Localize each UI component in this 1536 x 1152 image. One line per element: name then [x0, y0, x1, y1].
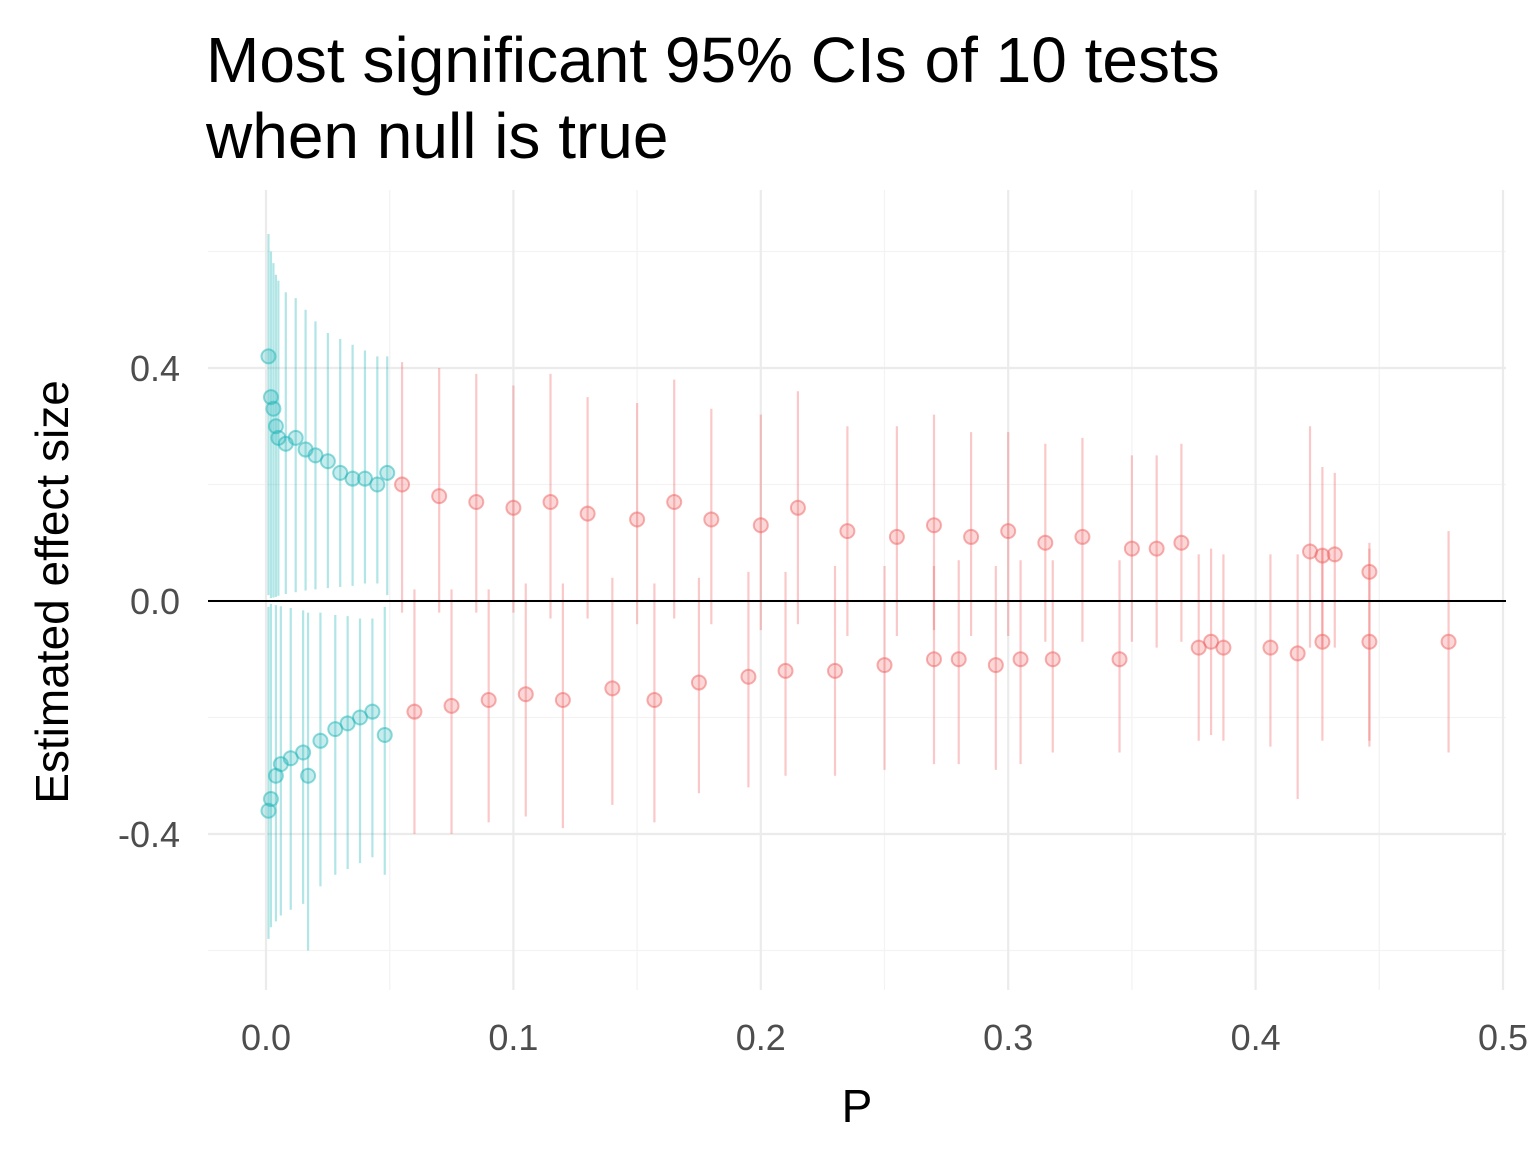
ci-bars — [267, 234, 1450, 951]
x-tick-label: 0.4 — [1231, 1017, 1281, 1058]
estimate-point — [1289, 645, 1306, 662]
chart-title-line-2: when null is true — [206, 100, 669, 172]
estimate-point — [517, 686, 534, 703]
estimate-point — [1314, 547, 1331, 564]
estimate-point — [554, 692, 571, 709]
estimate-points — [260, 348, 1457, 819]
y-tick-label: -0.4 — [118, 814, 180, 855]
estimate-point — [431, 488, 448, 505]
y-axis-title: Estimated effect size — [26, 380, 78, 804]
estimate-point — [319, 453, 336, 470]
estimate-point — [777, 662, 794, 679]
estimate-point — [406, 703, 423, 720]
estimate-point — [262, 389, 279, 406]
estimate-point — [839, 523, 856, 540]
estimate-point — [260, 348, 277, 365]
estimate-point — [690, 674, 707, 691]
estimate-point — [1012, 651, 1029, 668]
estimate-point — [295, 744, 312, 761]
x-axis-title: P — [842, 1080, 873, 1132]
estimate-point — [925, 651, 942, 668]
estimate-point — [888, 528, 905, 545]
x-tick-label: 0.1 — [488, 1017, 538, 1058]
estimate-point — [394, 476, 411, 493]
estimate-point — [963, 528, 980, 545]
chart-title-line-1: Most significant 95% CIs of 10 tests — [206, 24, 1220, 96]
estimate-point — [1326, 546, 1343, 563]
chart-title: Most significant 95% CIs of 10 tests whe… — [206, 22, 1220, 174]
x-tick-label: 0.3 — [983, 1017, 1033, 1058]
estimate-point — [379, 464, 396, 481]
x-tick-label: 0.2 — [736, 1017, 786, 1058]
estimate-point — [369, 476, 386, 493]
y-tick-label: 0.0 — [130, 581, 180, 622]
estimate-point — [364, 703, 381, 720]
estimate-point — [1111, 651, 1128, 668]
estimate-point — [1037, 534, 1054, 551]
estimate-point — [703, 511, 720, 528]
x-tick-labels: 0.0 0.1 0.2 0.3 0.4 0.5 — [241, 1017, 1528, 1058]
estimate-point — [666, 493, 683, 510]
y-tick-labels: 0.4 0.0 -0.4 — [118, 348, 180, 855]
estimate-point — [312, 732, 329, 749]
estimate-point — [480, 692, 497, 709]
estimate-point — [260, 802, 277, 819]
estimate-point — [1148, 540, 1165, 557]
x-tick-label: 0.0 — [241, 1017, 291, 1058]
estimate-point — [542, 493, 559, 510]
estimate-point — [344, 470, 361, 487]
estimate-point — [646, 692, 663, 709]
estimate-point — [876, 657, 893, 674]
estimate-point — [267, 418, 284, 435]
estimate-point — [1215, 639, 1232, 656]
estimate-point — [740, 668, 757, 685]
estimate-point — [1000, 523, 1017, 540]
estimate-point — [1440, 633, 1457, 650]
estimate-point — [443, 697, 460, 714]
estimate-point — [987, 657, 1004, 674]
estimate-point — [262, 791, 279, 808]
estimate-point — [752, 517, 769, 534]
estimate-point — [950, 651, 967, 668]
estimate-point — [1314, 633, 1331, 650]
y-tick-label: 0.4 — [130, 348, 180, 389]
estimate-point — [629, 511, 646, 528]
estimate-point — [1074, 528, 1091, 545]
estimate-point — [604, 680, 621, 697]
estimate-point — [287, 429, 304, 446]
estimate-point — [1173, 534, 1190, 551]
estimate-point — [300, 767, 317, 784]
estimate-point — [925, 517, 942, 534]
estimate-point — [1361, 633, 1378, 650]
estimate-point — [1262, 639, 1279, 656]
estimate-point — [1361, 563, 1378, 580]
estimate-point — [468, 493, 485, 510]
estimate-point — [265, 400, 282, 417]
estimate-point — [505, 499, 522, 516]
estimate-point — [827, 662, 844, 679]
estimate-point — [579, 505, 596, 522]
estimate-point — [376, 726, 393, 743]
x-tick-label: 0.5 — [1478, 1017, 1528, 1058]
estimate-point — [1044, 651, 1061, 668]
estimate-point — [789, 499, 806, 516]
estimate-point — [1123, 540, 1140, 557]
